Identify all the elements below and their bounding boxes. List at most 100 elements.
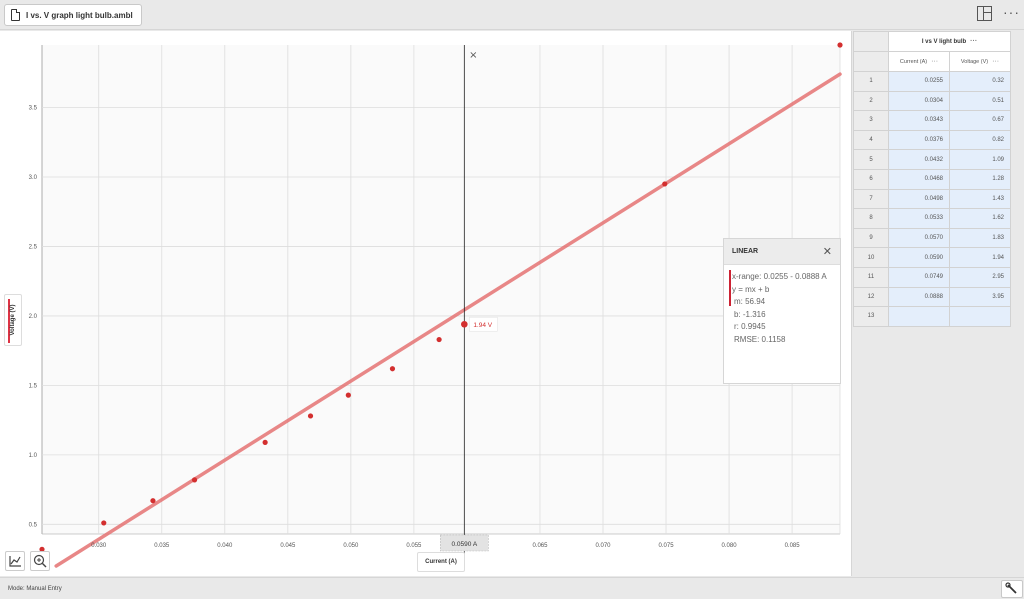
table-cell[interactable]: 1.43 bbox=[949, 188, 1011, 210]
cursor-x-label: 0.0590 A bbox=[451, 541, 477, 548]
table-cell[interactable]: 0.82 bbox=[949, 129, 1011, 151]
data-point[interactable] bbox=[837, 42, 843, 48]
column-menu-icon[interactable]: ··· bbox=[931, 58, 939, 65]
table-cell[interactable]: 0.0590 bbox=[888, 247, 950, 268]
row-number[interactable]: 11 bbox=[853, 266, 889, 288]
fit-rmse: RMSE: 0.1158 bbox=[734, 334, 786, 344]
table-cell[interactable]: 1.62 bbox=[949, 208, 1011, 229]
data-table[interactable]: I vs V light bulb ··· Current (A) ··· Voltag… bbox=[853, 31, 1011, 327]
data-point[interactable] bbox=[389, 366, 396, 372]
table-row-empty: 13 bbox=[853, 306, 1011, 327]
fit-title: LINEAR bbox=[732, 248, 759, 255]
fit-equation: y = mx + b bbox=[732, 284, 770, 294]
table-corner bbox=[853, 51, 889, 72]
table-cell[interactable]: 0.0468 bbox=[888, 168, 950, 190]
x-tick-label: 0.035 bbox=[154, 543, 170, 549]
plot-area bbox=[42, 45, 840, 534]
row-number[interactable]: 3 bbox=[853, 110, 889, 131]
table-cell[interactable]: 0.32 bbox=[949, 71, 1011, 92]
y-axis-label-button[interactable]: Voltage (V) bbox=[4, 294, 22, 346]
table-cell[interactable]: 0.0304 bbox=[888, 90, 950, 112]
column-header[interactable]: Current (A) ··· bbox=[888, 51, 950, 72]
table-cell[interactable]: 0.0343 bbox=[888, 110, 950, 131]
table-cell[interactable]: 1.28 bbox=[949, 168, 1011, 190]
grid-lines bbox=[41, 45, 841, 535]
cursor-close-icon[interactable]: × bbox=[469, 50, 477, 61]
column-header-label: Voltage (V) bbox=[960, 59, 989, 65]
table-row: 10 0.0590 1.94 bbox=[853, 247, 1011, 268]
x-tick-label: 0.070 bbox=[595, 543, 611, 549]
table-cell[interactable]: 0.0376 bbox=[888, 129, 950, 151]
table-cell[interactable]: 0.51 bbox=[949, 90, 1011, 112]
y-tick-label: 3.5 bbox=[29, 106, 38, 112]
file-tab[interactable]: I vs. V graph light bulb.ambl bbox=[4, 4, 142, 26]
x-tick-label: 0.075 bbox=[659, 543, 675, 549]
column-menu-icon[interactable]: ··· bbox=[992, 58, 1000, 65]
data-point[interactable] bbox=[436, 336, 442, 343]
table-cell[interactable]: 0.0570 bbox=[888, 227, 950, 249]
table-cell[interactable]: 0.67 bbox=[949, 110, 1011, 131]
layout-icon[interactable] bbox=[977, 6, 992, 21]
row-number[interactable]: 13 bbox=[853, 306, 889, 327]
fit-header: LINEAR ✕ bbox=[724, 239, 840, 265]
table-header-columns-row: Current (A) ··· Voltage (V) ··· bbox=[853, 51, 1011, 72]
dataset-menu-icon[interactable]: ··· bbox=[970, 38, 978, 45]
zoom-icon bbox=[33, 554, 47, 568]
data-point[interactable] bbox=[191, 477, 198, 483]
table-cell[interactable]: 1.94 bbox=[949, 247, 1011, 268]
table-cell[interactable]: 3.95 bbox=[949, 286, 1011, 308]
row-number[interactable]: 9 bbox=[853, 227, 889, 249]
row-number[interactable]: 5 bbox=[853, 149, 889, 170]
graph-canvas[interactable]: × 0.0590 A 1.94 V 0.030 0.035 0.040 0.045 0.0… bbox=[0, 31, 852, 576]
table-cell[interactable]: 0.0255 bbox=[888, 71, 950, 92]
linear-fit-box[interactable]: LINEAR ✕ x-range: 0.0255 - 0.0888 A y = … bbox=[723, 238, 841, 384]
data-point[interactable] bbox=[662, 181, 668, 187]
row-number[interactable]: 12 bbox=[853, 286, 889, 308]
data-point[interactable] bbox=[262, 439, 268, 445]
row-number[interactable]: 8 bbox=[853, 208, 889, 229]
close-icon[interactable]: ✕ bbox=[822, 246, 832, 258]
row-number[interactable]: 2 bbox=[853, 90, 889, 112]
row-number[interactable]: 1 bbox=[853, 71, 889, 92]
x-axis-label-button[interactable]: Current (A) bbox=[417, 552, 465, 572]
fit-slope: m: 56.94 bbox=[734, 297, 766, 306]
graph-panel[interactable]: × 0.0590 A 1.94 V 0.030 0.035 0.040 0.045 0.0… bbox=[0, 31, 852, 576]
more-options-icon[interactable]: ··· bbox=[1003, 4, 1020, 20]
table-cell[interactable]: 1.83 bbox=[949, 227, 1011, 249]
table-cell[interactable]: 2.95 bbox=[949, 266, 1011, 288]
table-cell[interactable]: 0.0888 bbox=[888, 286, 950, 308]
table-row: 3 0.0343 0.67 bbox=[853, 110, 1011, 131]
row-number[interactable]: 10 bbox=[853, 247, 889, 268]
fit-correlation: r: 0.9945 bbox=[734, 322, 766, 331]
table-cell[interactable]: 0.0749 bbox=[888, 266, 950, 288]
table-cell[interactable] bbox=[949, 306, 1011, 327]
table-cell[interactable]: 0.0533 bbox=[888, 208, 950, 229]
table-panel[interactable]: I vs V light bulb ··· Current (A) ··· Voltag… bbox=[853, 31, 1024, 576]
data-point[interactable] bbox=[101, 520, 107, 526]
data-point[interactable] bbox=[461, 320, 468, 328]
row-number[interactable]: 4 bbox=[853, 129, 889, 151]
table-cell[interactable]: 0.0498 bbox=[888, 188, 950, 210]
data-point[interactable] bbox=[39, 546, 45, 552]
zoom-button[interactable] bbox=[30, 551, 50, 571]
data-point[interactable] bbox=[307, 413, 314, 419]
data-point[interactable] bbox=[150, 498, 156, 504]
row-number[interactable]: 7 bbox=[853, 188, 889, 210]
dataset-header[interactable]: I vs V light bulb ··· bbox=[888, 31, 1011, 52]
tool-button[interactable] bbox=[1001, 580, 1023, 598]
table-cell[interactable] bbox=[888, 306, 950, 327]
table-corner bbox=[853, 31, 889, 52]
x-tick-label: 0.050 bbox=[343, 543, 359, 549]
y-tick-label: 0.5 bbox=[29, 522, 38, 528]
data-points: 1.94 V bbox=[39, 42, 843, 552]
row-number[interactable]: 6 bbox=[853, 168, 889, 190]
tick-labels: 0.030 0.035 0.040 0.045 0.050 0.055 0.065 0.070… bbox=[29, 106, 801, 549]
graph-tools-button[interactable] bbox=[5, 551, 25, 571]
table-cell[interactable]: 1.09 bbox=[949, 149, 1011, 170]
cursor-group[interactable]: × 0.0590 A bbox=[440, 45, 489, 566]
table-cell[interactable]: 0.0432 bbox=[888, 149, 950, 170]
column-header[interactable]: Voltage (V) ··· bbox=[949, 51, 1011, 72]
hover-label: 1.94 V bbox=[473, 322, 492, 329]
data-point[interactable] bbox=[345, 392, 351, 398]
